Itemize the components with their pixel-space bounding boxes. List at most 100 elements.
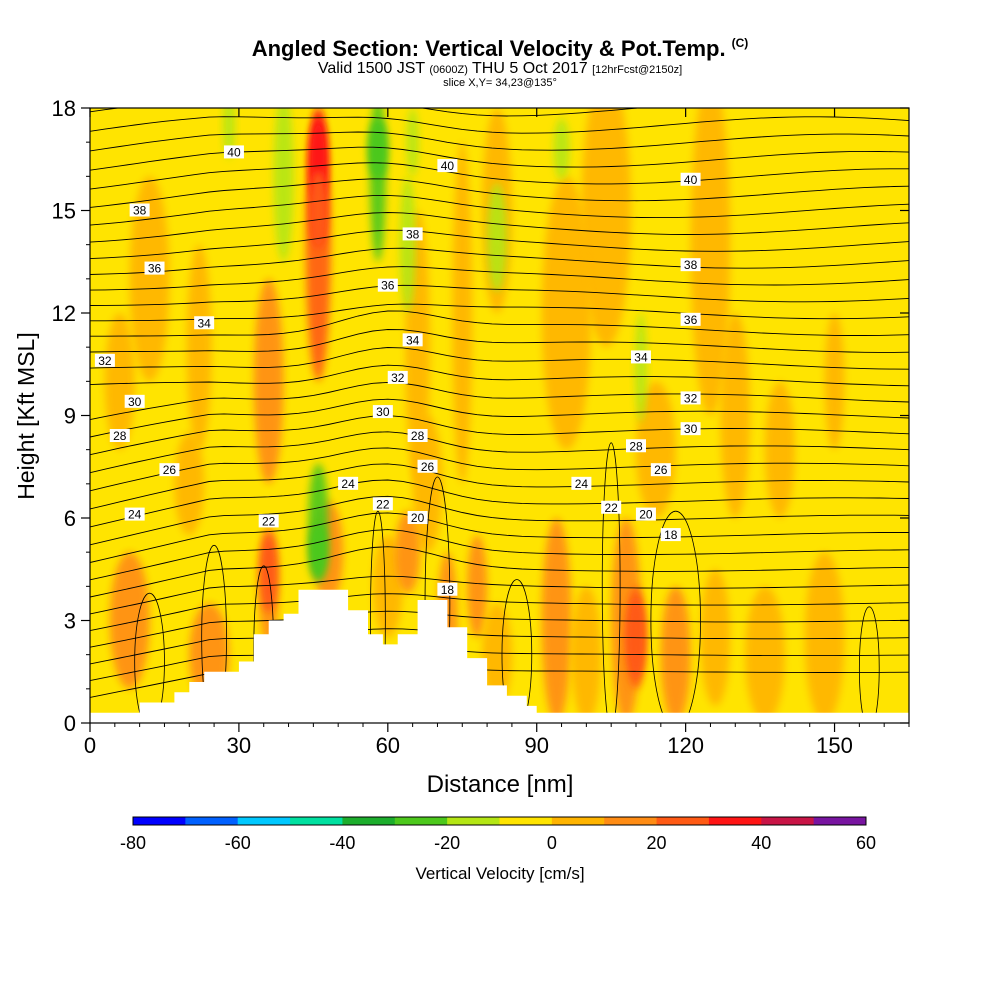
label-box <box>377 278 398 292</box>
isentrope-line-6 <box>90 546 909 598</box>
label-box <box>407 429 428 442</box>
x-tick-label: 90 <box>524 733 548 758</box>
isentrope-label-22: 22 <box>601 500 622 515</box>
isentrope-line-19 <box>90 329 909 353</box>
colorbar-segment-3 <box>290 817 343 825</box>
velocity-region-2 <box>253 278 284 484</box>
isentrope-line-14 <box>90 415 909 456</box>
isentrope-label-text: 26 <box>421 460 435 474</box>
page-title: Angled Section: Vertical Velocity & Pot.… <box>0 36 1000 62</box>
colorbar-segment-7 <box>499 817 553 825</box>
label-box <box>680 422 701 436</box>
isentrope-label-20: 20 <box>407 511 428 525</box>
velocity-region-10 <box>581 108 632 348</box>
velocity-region-3 <box>129 176 170 382</box>
y-tick-label: 18 <box>52 96 76 121</box>
isentrope-label-28: 28 <box>109 429 130 443</box>
y-tick-label: 12 <box>52 301 76 326</box>
title-text: Angled Section: Vertical Velocity & Pot.… <box>251 36 726 61</box>
isentrope-label-text: 40 <box>684 173 698 187</box>
x-tick-label: 150 <box>816 733 853 758</box>
label-box <box>571 476 592 490</box>
isentrope-label-text: 40 <box>441 159 455 173</box>
colorbar-tick-label: -60 <box>225 833 251 853</box>
low-contour-5 <box>501 579 533 723</box>
velocity-region-17 <box>174 432 205 536</box>
isentrope-line-5 <box>90 575 909 615</box>
label-box <box>372 497 393 511</box>
label-box <box>407 511 428 524</box>
label-box <box>402 333 423 347</box>
isentrope-line-12 <box>90 447 909 492</box>
isentrope-label-34: 34 <box>630 350 651 364</box>
isentrope-label-26: 26 <box>417 459 438 474</box>
isentrope-label-38: 38 <box>402 227 423 241</box>
x-tick-label: 0 <box>84 733 96 758</box>
velocity-region-13 <box>720 313 751 518</box>
colorbar-segment-4 <box>342 817 396 825</box>
y-tick-label: 3 <box>64 609 76 634</box>
x-tick-label: 30 <box>227 733 251 758</box>
title-suffix: (C) <box>731 36 749 50</box>
velocity-region-36 <box>273 108 294 262</box>
isentrope-label-28: 28 <box>407 429 428 443</box>
isentrope-label-38: 38 <box>129 203 150 218</box>
label-box <box>680 258 701 272</box>
isentrope-line-24 <box>90 247 909 275</box>
label-box <box>258 514 279 528</box>
colorbar-segment-2 <box>237 817 291 825</box>
velocity-region-34 <box>804 552 845 723</box>
x-tick-label: 60 <box>376 733 400 758</box>
isentrope-label-40: 40 <box>680 172 701 187</box>
label-box <box>437 582 458 596</box>
colorbar-tick-label: -40 <box>329 833 355 853</box>
label-box <box>635 507 656 521</box>
velocity-region-39 <box>487 183 507 293</box>
valid-utc: (0600Z) <box>429 64 468 76</box>
isentrope-label-text: 32 <box>391 371 405 385</box>
isentrope-label-24: 24 <box>571 476 592 491</box>
isentrope-label-text: 36 <box>148 262 162 276</box>
isentrope-label-22: 22 <box>372 497 393 511</box>
velocity-region-27 <box>541 518 572 723</box>
isentrope-line-29 <box>90 162 909 190</box>
isentrope-line-23 <box>90 266 909 291</box>
isentrope-label-26: 26 <box>159 463 180 477</box>
colorbar-tick-label: 0 <box>547 833 557 853</box>
label-box <box>94 353 115 367</box>
label-box <box>372 405 393 419</box>
label-box <box>660 528 681 542</box>
colorbar: -80 -60 -40 -20 0 20 40 60 <box>120 816 876 853</box>
velocity-region-8 <box>452 142 473 484</box>
isentrope-label-30: 30 <box>124 394 145 409</box>
slice-info: slice X,Y= 34,23@135° <box>443 77 557 89</box>
isentrope-label-text: 22 <box>262 514 276 528</box>
terrain <box>90 589 909 723</box>
isentrope-label-36: 36 <box>144 261 165 276</box>
isentrope-label-32: 32 <box>94 353 115 368</box>
label-box <box>159 463 180 477</box>
colorbar-tick-label: 20 <box>647 833 667 853</box>
isentrope-label-32: 32 <box>680 391 701 405</box>
velocity-region-14 <box>765 381 795 518</box>
label-box <box>680 391 701 405</box>
isentrope-label-text: 24 <box>341 477 355 491</box>
low-contour-1 <box>201 544 227 723</box>
y-tick-label: 0 <box>64 711 76 736</box>
velocity-feature-2 <box>259 532 278 613</box>
x-tick-label: 120 <box>667 733 704 758</box>
isentrope-label-text: 36 <box>381 279 395 293</box>
label-box <box>124 507 145 521</box>
isentrope-line-11 <box>90 463 909 510</box>
label-box <box>402 227 423 241</box>
isentrope-label-26: 26 <box>650 463 671 477</box>
valid-prefix: Valid 1500 JST <box>317 60 425 77</box>
isentrope-line-20 <box>90 310 909 337</box>
label-box <box>437 159 458 173</box>
isentrope-line-21 <box>90 303 909 322</box>
label-box <box>223 145 244 159</box>
velocity-region-26 <box>482 603 512 706</box>
colorbar-segment-6 <box>447 817 500 825</box>
colorbar-tick-label: -20 <box>434 833 460 853</box>
colorbar-segment-0 <box>133 817 186 825</box>
